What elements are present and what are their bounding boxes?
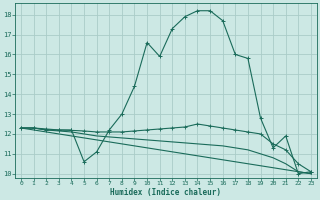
X-axis label: Humidex (Indice chaleur): Humidex (Indice chaleur) (110, 188, 221, 197)
